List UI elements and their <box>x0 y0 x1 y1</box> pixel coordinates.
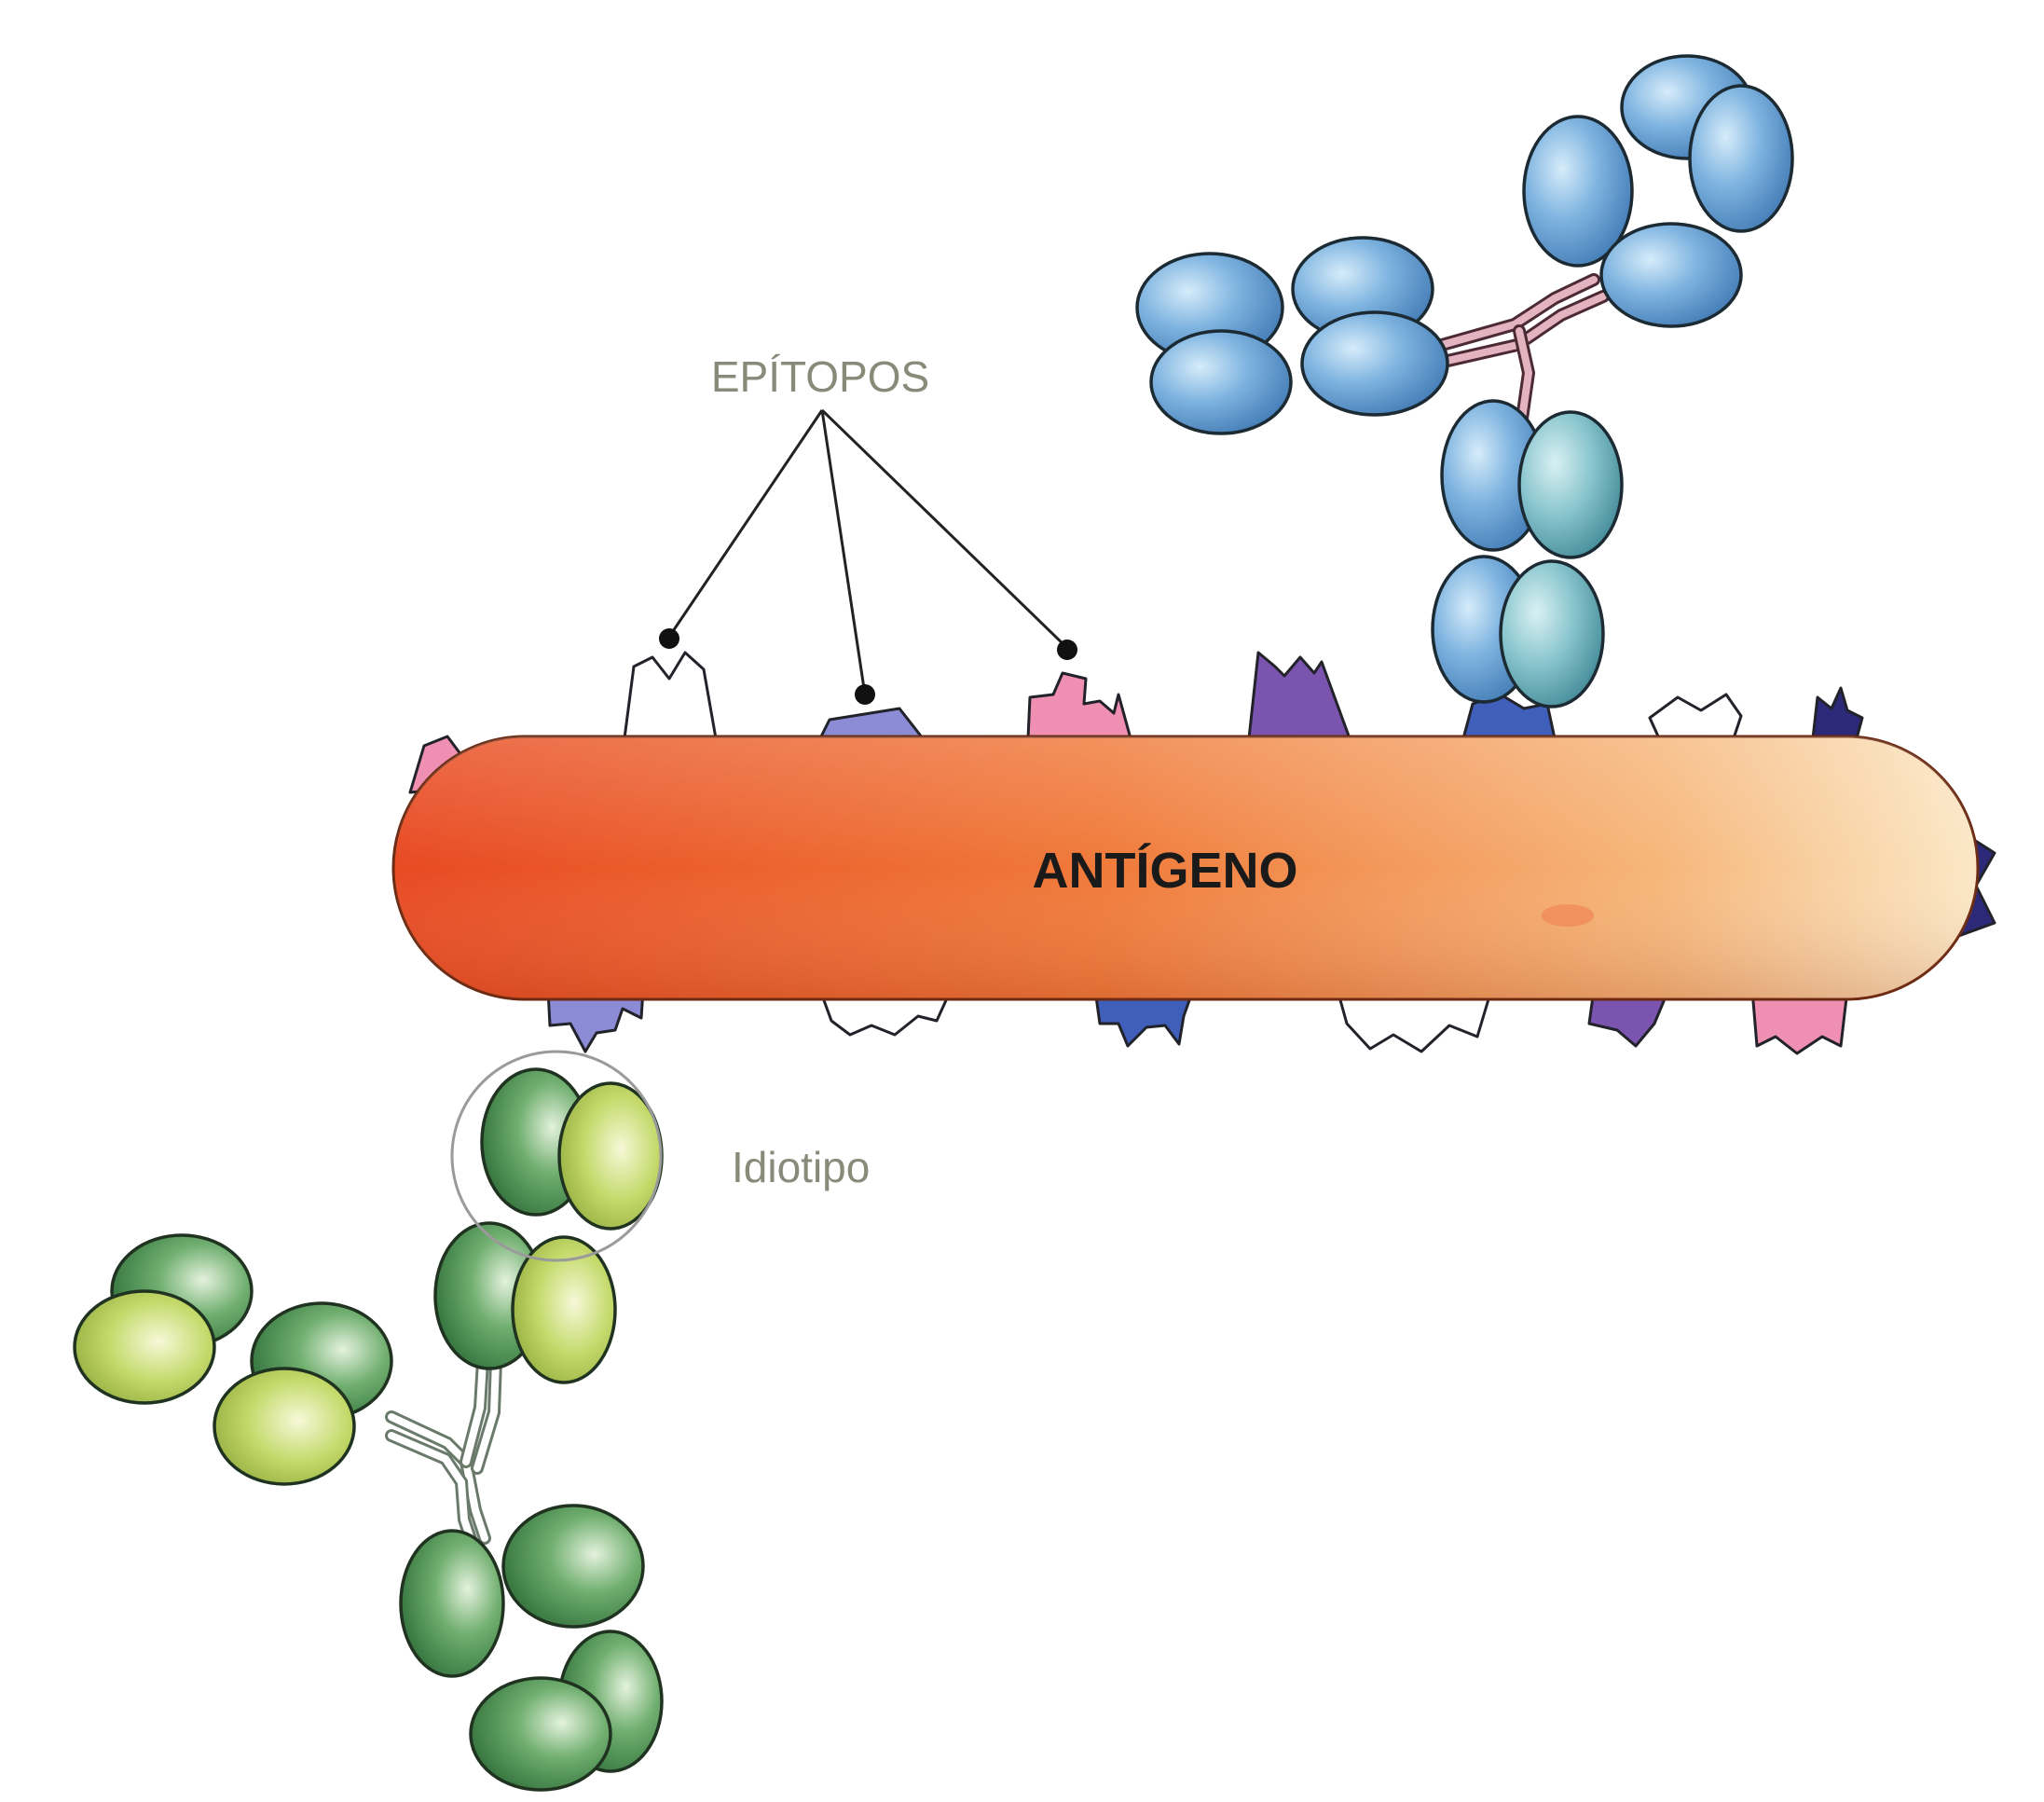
blue-domain-6 <box>1688 84 1794 233</box>
epitope-lavender-bottom <box>546 988 645 1053</box>
antigen-label: ANTÍGENO <box>1032 843 1297 899</box>
pointer-dot-1 <box>659 628 679 649</box>
epitopes-top <box>408 651 1864 794</box>
green-domain-6 <box>73 1289 216 1405</box>
antigen: ANTÍGENO <box>391 735 1980 1001</box>
epitopes-bottom <box>546 818 1996 1055</box>
pointer-dot-2 <box>855 684 875 705</box>
blue-domain-7 <box>1522 115 1634 268</box>
green-domain-9 <box>399 1529 505 1678</box>
idiotype-label: Idiotipo <box>732 1143 870 1191</box>
blue-domain-4 <box>1300 310 1449 417</box>
green-domain-8 <box>213 1367 356 1486</box>
green-domain-12 <box>469 1676 612 1792</box>
epitope-blue-bottom <box>1093 988 1195 1048</box>
epitopes-label: EPÍTOPOS <box>711 352 929 401</box>
epitope-white-bottom-2 <box>1336 988 1493 1053</box>
green-domain-4 <box>511 1235 617 1384</box>
epitope-pink-1 <box>1026 671 1132 740</box>
blue-domain-10 <box>1517 410 1624 559</box>
epitope-white-2 <box>1648 693 1743 740</box>
blue-domain-12 <box>1499 559 1605 708</box>
epitope-white-1 <box>623 651 718 740</box>
antibody-blue <box>1135 54 1794 708</box>
blue-domain-8 <box>1599 222 1743 328</box>
antigen-spot <box>1542 904 1594 927</box>
pointer-dot-3 <box>1057 640 1077 660</box>
epitopes-callout: EPÍTOPOS <box>659 352 1077 705</box>
blue-domain-2 <box>1149 329 1293 435</box>
epitope-lavender-1 <box>818 707 925 740</box>
epitope-navy-1 <box>1811 686 1864 740</box>
idiotype-circle <box>450 1050 663 1262</box>
antibody-green: Idiotipo <box>73 1050 870 1792</box>
epitope-purple-1 <box>1247 651 1351 740</box>
green-domain-10 <box>501 1504 645 1629</box>
